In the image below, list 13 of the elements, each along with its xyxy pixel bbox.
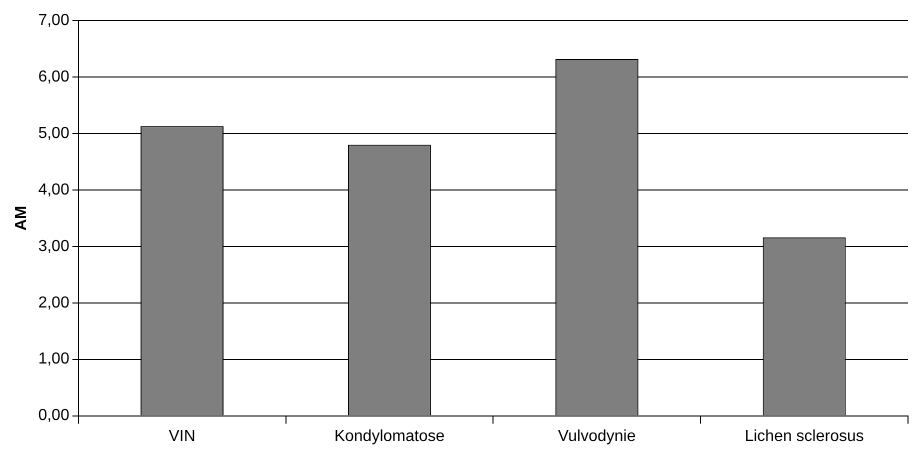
y-tick-label: 6,00 <box>38 68 70 86</box>
y-axis-title: AM <box>13 206 30 231</box>
y-tick-label: 2,00 <box>38 294 70 312</box>
y-tick-label: 0,00 <box>38 407 70 424</box>
x-tick-label: VIN <box>168 428 196 445</box>
y-tick-label: 7,00 <box>38 12 70 30</box>
x-tick-label: Kondylomatose <box>334 428 445 445</box>
x-tick-label: Lichen sclerosus <box>744 428 864 445</box>
y-tick-label: 1,00 <box>38 350 70 368</box>
x-tick-label: Vulvodynie <box>558 428 636 445</box>
y-tick-label: 4,00 <box>38 181 70 198</box>
y-tick-label: 5,00 <box>38 124 70 142</box>
y-tick-label: 3,00 <box>38 238 70 255</box>
